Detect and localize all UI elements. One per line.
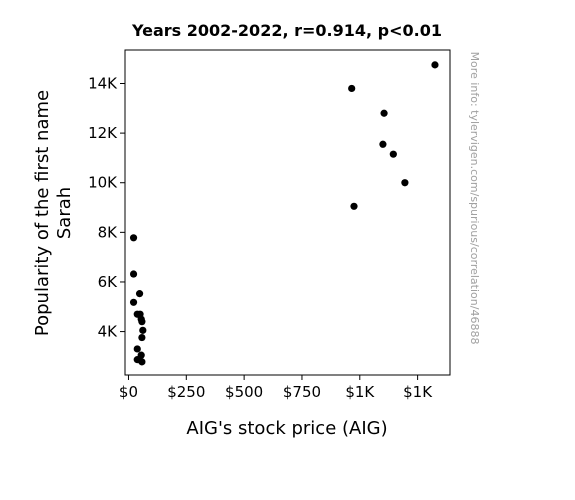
x-tick-label: $250 <box>167 383 205 401</box>
data-point <box>138 333 146 342</box>
data-point <box>401 179 409 187</box>
x-tick-label: $1K <box>403 383 433 401</box>
data-point <box>129 270 138 278</box>
y-tick-label: 10K <box>88 174 118 192</box>
x-tick-label: $750 <box>283 383 321 401</box>
y-tick-label: 12K <box>88 124 118 142</box>
data-point <box>379 140 387 148</box>
data-point <box>380 109 388 117</box>
data-point <box>133 345 141 353</box>
chart-title: Years 2002-2022, r=0.914, p<0.01 <box>131 21 442 40</box>
data-point <box>350 202 358 210</box>
y-tick-label: 4K <box>98 323 119 341</box>
data-point <box>138 318 146 326</box>
y-axis-label-line-1: Popularity of the first name <box>32 90 53 336</box>
y-tick-label: 14K <box>88 74 118 92</box>
x-tick-label: $500 <box>225 383 263 401</box>
y-axis-ticks: 4K 6K 8K 10K 12K 14K <box>88 74 125 341</box>
data-point <box>138 358 146 366</box>
y-axis-label: Popularity of the first name Sarah <box>32 90 75 336</box>
source-note: More info: tylervigen.com/spurious/corre… <box>468 52 481 345</box>
plot-frame <box>124 49 451 376</box>
x-axis-ticks: $0 $250 $500 $750 $1K $1K <box>119 375 433 401</box>
x-tick-label: $1K <box>345 383 375 401</box>
data-point <box>389 150 397 158</box>
data-point <box>348 84 356 93</box>
y-tick-label: 6K <box>98 273 119 291</box>
x-tick-label: $0 <box>119 383 138 401</box>
data-points <box>129 61 439 366</box>
y-tick-label: 8K <box>98 223 119 241</box>
data-point <box>129 298 138 306</box>
x-axis-label: AIG's stock price (AIG) <box>186 418 387 439</box>
data-point <box>135 290 144 298</box>
data-point <box>129 234 138 242</box>
y-axis-label-line-2: Sarah <box>54 187 75 239</box>
data-point <box>431 61 439 69</box>
data-point <box>139 326 147 334</box>
